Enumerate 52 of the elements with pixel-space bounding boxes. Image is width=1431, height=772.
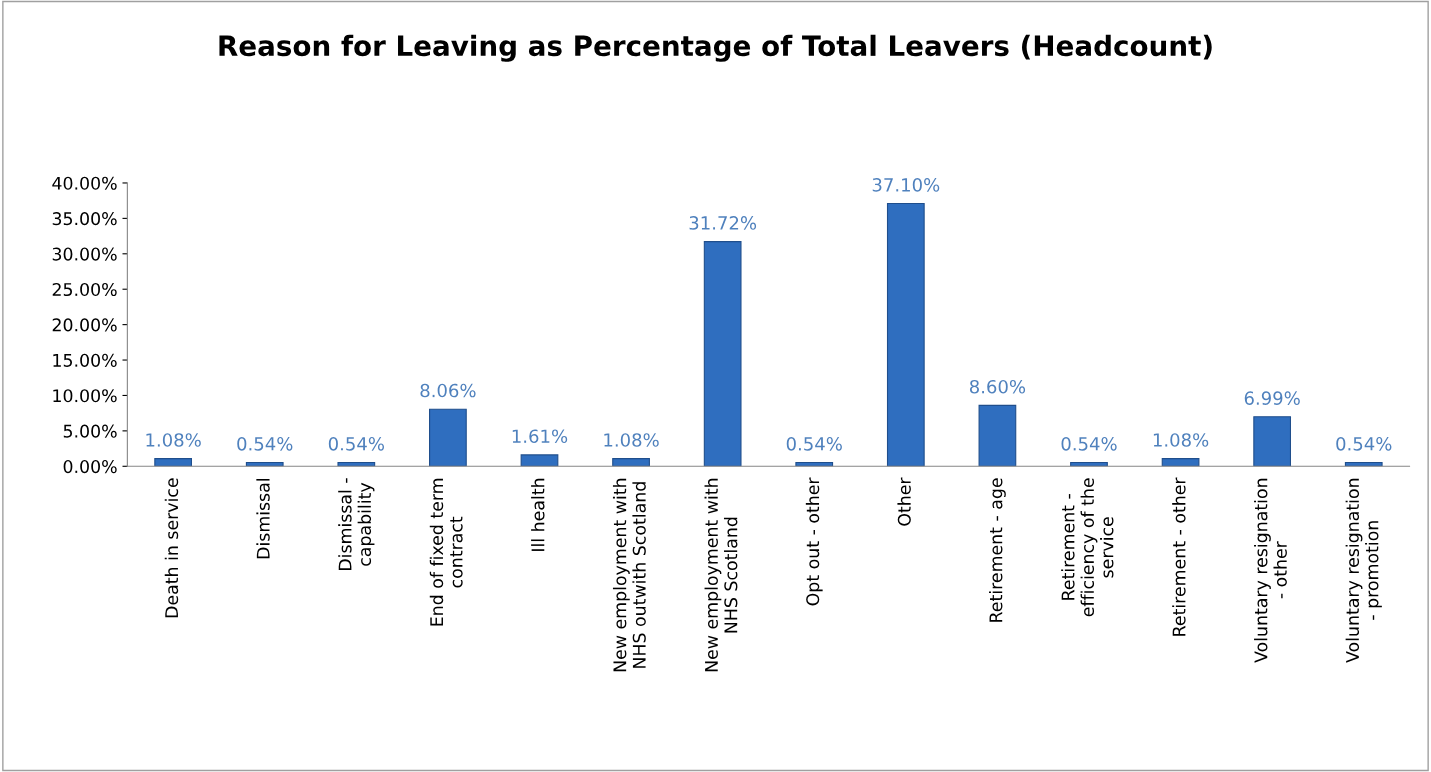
data-label: 0.54% — [1061, 436, 1117, 451]
y-tick-label: 5.00% — [63, 424, 117, 438]
data-label: 37.10% — [872, 178, 940, 192]
data-label: 1.08% — [1153, 433, 1209, 447]
data-label: 0.54% — [237, 436, 293, 451]
y-tick-label: 30.00% — [52, 247, 117, 261]
bar — [886, 202, 925, 467]
y-tick-label: 20.00% — [52, 318, 117, 332]
x-tick-label: End of fixed term contract — [429, 478, 463, 626]
x-tick-label: Retirement - age — [989, 478, 1006, 622]
bar — [429, 408, 467, 467]
bar — [1344, 461, 1383, 467]
x-tick-label: New employment with NHS Scotland — [704, 478, 738, 672]
x-tick-label: New employment with NHS outwith Scotland — [612, 478, 646, 672]
bar — [520, 454, 559, 467]
data-label: 0.54% — [786, 436, 842, 451]
bar — [245, 461, 284, 467]
y-tick-label: 40.00% — [52, 176, 117, 190]
bar — [978, 404, 1017, 467]
data-label: 1.08% — [604, 433, 659, 447]
bar — [337, 461, 376, 467]
x-tick-label: Retirement - efficiency of the service — [1061, 478, 1114, 617]
x-tick-label: Dismissal - capability — [338, 478, 375, 570]
data-label: 1.61% — [512, 429, 568, 444]
x-tick-label: Opt out - other — [805, 477, 823, 606]
data-label: 8.06% — [420, 383, 476, 398]
y-tick-label: 25.00% — [52, 282, 117, 297]
x-tick-label: Dismissal — [256, 479, 270, 559]
y-tick-label: 15.00% — [53, 353, 117, 367]
x-tick-label: Voluntary resignation - other — [1254, 478, 1287, 663]
bar — [795, 461, 834, 467]
bar — [1070, 461, 1108, 467]
x-tick-label: Death in service — [164, 478, 179, 618]
y-tick-label: 35.00% — [52, 212, 117, 226]
bar — [612, 458, 650, 467]
data-label: 0.54% — [328, 436, 384, 451]
y-tick-label: 10.00% — [53, 389, 117, 403]
x-tick-label: Ill health — [531, 478, 545, 551]
data-label: 6.99% — [1244, 391, 1300, 405]
x-tick-label: Other — [897, 477, 911, 526]
data-label: 31.72% — [689, 216, 757, 230]
x-tick-label: Retirement - other — [1172, 477, 1186, 636]
x-tick-label: Voluntary resignation - promotion — [1345, 478, 1382, 663]
data-label: 8.60% — [969, 379, 1026, 394]
chart-title: Reason for Leaving as Percentage of Total Leavers (Headcount) — [219, 34, 1212, 62]
bar — [154, 458, 193, 467]
y-tick-label: 0.00% — [63, 460, 117, 474]
bar — [1161, 458, 1200, 467]
data-label: 1.08% — [146, 433, 201, 447]
data-label: 0.54% — [1336, 436, 1392, 451]
bar — [703, 241, 742, 467]
bar — [1253, 416, 1292, 467]
